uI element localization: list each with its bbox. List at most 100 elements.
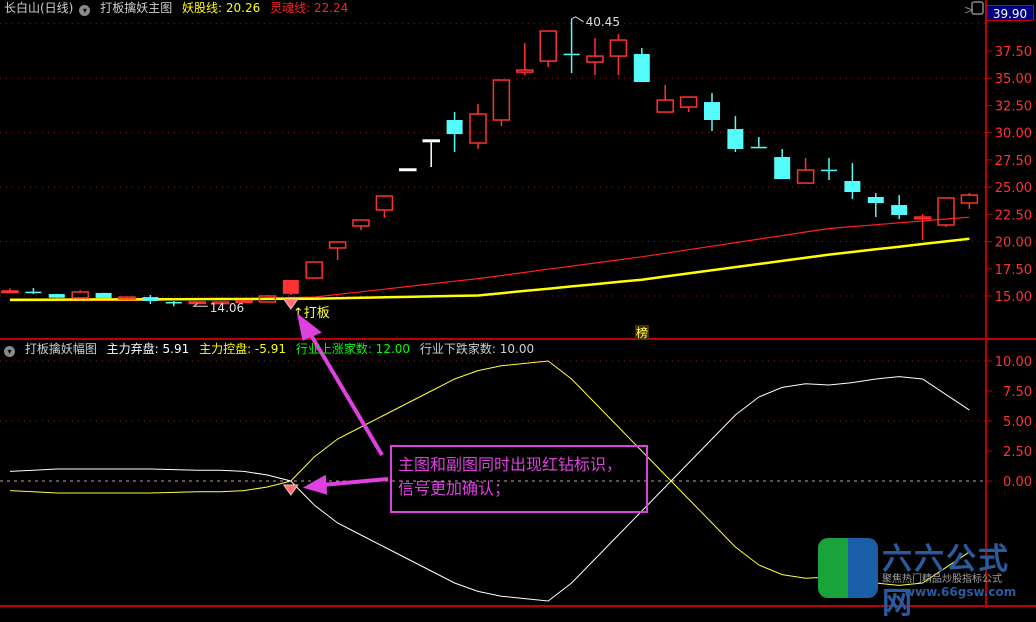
tick-label: 20.00 — [995, 236, 1032, 251]
candle — [71, 290, 89, 299]
candle-body — [563, 53, 580, 56]
candle-body — [235, 300, 253, 304]
yaogu-line-value: 妖股线: 20.26 — [182, 1, 261, 15]
tick-label: 35.00 — [995, 72, 1032, 87]
window-controls[interactable]: > — [964, 1, 984, 17]
tick-label: 10.00 — [995, 355, 1032, 370]
candle-body — [1, 290, 19, 294]
logo-url: www.66gsw.com — [904, 585, 1017, 599]
candle — [375, 195, 394, 219]
candle — [867, 192, 884, 218]
candle-body — [679, 96, 698, 108]
annotation-line-1: 主图和副图同时出现红钻标识， — [398, 455, 623, 474]
tick-label: 0.00 — [1003, 475, 1032, 490]
candle — [25, 288, 42, 295]
candle-body — [937, 197, 955, 226]
candle-body — [727, 129, 744, 149]
site-logo: 六六公式网 聚焦热门精品炒股指标公式 www.66gsw.com — [818, 538, 1032, 621]
candle-body — [796, 169, 815, 184]
sub-indicator-name[interactable]: 打板擒妖幅图 — [24, 342, 97, 356]
candle-body — [25, 291, 42, 294]
candle-body — [539, 30, 557, 62]
industry-down-count: 行业下跌家数: 10.00 — [419, 342, 535, 356]
moving-average-lines — [9, 216, 970, 302]
candle — [821, 158, 837, 181]
candle-body — [586, 55, 604, 63]
ma-line-yaogu — [9, 237, 970, 302]
bang-marker[interactable]: 榜 — [636, 325, 648, 340]
candle-body — [165, 301, 182, 304]
logo-slogan: 聚焦热门精品炒股指标公式 — [882, 574, 1002, 585]
candle-body — [821, 169, 837, 172]
window-toggle-icon[interactable] — [971, 1, 984, 15]
candle-body — [399, 168, 417, 172]
candle — [796, 158, 815, 184]
candle-body — [446, 120, 463, 135]
candle-body — [305, 261, 323, 279]
candle-body — [328, 241, 347, 249]
candle — [211, 301, 230, 305]
chevron-down-circle-icon[interactable]: ▾ — [79, 5, 91, 16]
candle-body — [118, 296, 136, 300]
candle — [586, 38, 604, 76]
candle — [656, 85, 674, 113]
candle — [492, 79, 511, 127]
price-axis: 15.00 17.50 20.00 22.50 25.00 27.50 30.00 32.50… — [0, 0, 1036, 608]
main-force-abandon-value: 主力弃盘: 5.91 — [106, 342, 190, 356]
candle-body — [750, 146, 767, 149]
candle — [446, 112, 463, 153]
candle — [937, 197, 955, 228]
candle-body — [913, 216, 932, 220]
candle-body — [469, 113, 487, 144]
candle-body — [656, 99, 674, 113]
candle-body — [492, 79, 511, 121]
candle-body — [211, 301, 230, 305]
red-diamond-icon — [282, 298, 299, 310]
stock-title: 长白山(日线) — [4, 1, 74, 15]
high-price-label: 40.45 — [586, 15, 620, 29]
low-leader — [192, 302, 208, 307]
chevron-down-circle-icon[interactable]: ▾ — [4, 346, 15, 357]
red-diamond-icon — [282, 484, 299, 496]
stock-chart[interactable]: 15.00 17.50 20.00 22.50 25.00 27.50 30.00 32.50… — [0, 0, 1036, 608]
candle — [118, 296, 136, 300]
signal-markers — [192, 16, 584, 496]
sub-chart-header: ▾ 打板擒妖幅图 主力弃盘: 5.91 主力控盘: -5.91 行业上涨家数: … — [4, 341, 540, 357]
candle — [891, 195, 908, 220]
candle-body — [258, 295, 277, 303]
high-leader — [571, 16, 584, 23]
logo-icon — [818, 538, 878, 598]
annotation-box: 主图和副图同时出现红钻标识， 信号更加确认； — [390, 445, 648, 513]
candle — [422, 139, 440, 168]
annotation-arrows — [296, 313, 389, 495]
main-indicator-name[interactable]: 打板擒妖主图 — [100, 1, 173, 15]
main-chart-header: 长白山(日线) ▾ 打板擒妖主图 妖股线: 20.26 灵魂线: 22.24 — [4, 0, 354, 16]
candle — [539, 30, 557, 68]
candle-body — [891, 205, 908, 215]
candle — [774, 148, 791, 180]
candle-body — [704, 102, 720, 121]
candle — [609, 34, 628, 76]
candle-body — [867, 197, 884, 203]
candle-body — [633, 54, 650, 83]
main-force-control-line — [9, 360, 970, 586]
candle-body — [48, 294, 65, 298]
candle-body — [774, 157, 791, 180]
candle — [399, 168, 417, 172]
tick-label: 32.50 — [995, 99, 1032, 114]
candle — [913, 213, 932, 241]
expand-icon[interactable]: > — [964, 3, 974, 17]
candle-body — [282, 279, 299, 294]
candle-body — [844, 181, 861, 193]
annotation-line-2: 信号更加确认； — [398, 479, 511, 498]
candle — [844, 163, 861, 200]
candle-body — [95, 292, 112, 298]
candle — [48, 293, 65, 299]
candle — [679, 96, 698, 113]
candle-body — [609, 39, 628, 57]
bang-marker-box[interactable] — [635, 325, 649, 339]
tick-label: 25.00 — [995, 181, 1032, 196]
candle — [1, 288, 19, 294]
candle — [95, 292, 112, 298]
low-price-label: 14.06 — [210, 301, 244, 315]
